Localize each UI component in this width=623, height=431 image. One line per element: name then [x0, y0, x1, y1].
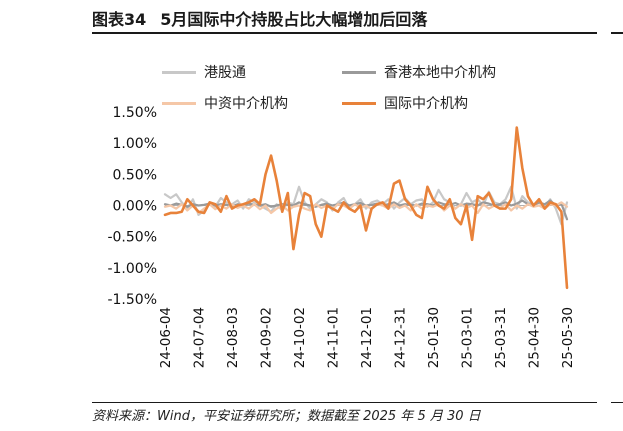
y-tick-label: -1.50% — [107, 292, 157, 308]
legend-swatch-0 — [162, 70, 196, 74]
x-tick-label: 24-09-02 — [259, 307, 275, 368]
legend-swatch-1 — [342, 70, 376, 74]
y-tick-label: 0.50% — [113, 167, 157, 183]
legend-label-1: 香港本地中介机构 — [384, 65, 496, 81]
x-tick-label: 25-04-30 — [527, 307, 543, 368]
next-figure-edge-source — [611, 402, 623, 425]
source-note: 资料来源：Wind，平安证券研究所；数据截至 2025 年 5 月 30 日 — [92, 402, 597, 424]
x-tick-label: 24-12-01 — [359, 307, 375, 368]
legend-swatch-2 — [162, 101, 196, 105]
series-line-3 — [163, 126, 569, 290]
y-tick-label: -1.00% — [107, 261, 157, 277]
x-tick-label: 25-05-30 — [560, 307, 576, 368]
y-axis-ticks: 1.50% 1.00% 0.50% 0.00% -0.50% -1.00% -1.50% — [107, 105, 157, 308]
legend-swatch-3 — [342, 101, 376, 105]
x-tick-label: 24-12-31 — [393, 307, 409, 368]
x-tick-label: 24-07-04 — [192, 307, 208, 368]
y-tick-label: 1.50% — [113, 105, 157, 121]
x-tick-label: 24-11-01 — [326, 307, 342, 368]
figure-number: 图表34 — [92, 10, 147, 29]
legend-item-2: 中资中介机构 — [162, 94, 288, 112]
next-figure-edge — [611, 6, 623, 34]
x-tick-label: 24-08-03 — [225, 307, 241, 368]
figure-title: 图表34 5月国际中介持股占比大幅增加后回落 — [92, 6, 597, 34]
y-tick-label: 0.00% — [113, 199, 157, 215]
x-tick-label: 25-01-30 — [426, 307, 442, 368]
legend-label-3: 国际中介机构 — [384, 96, 468, 112]
figure-title-text: 5月国际中介持股占比大幅增加后回落 — [160, 10, 428, 29]
legend-item-1: 香港本地中介机构 — [342, 63, 496, 81]
series-layer — [163, 126, 569, 290]
legend-item-3: 国际中介机构 — [342, 94, 468, 112]
legend-label-2: 中资中介机构 — [204, 96, 288, 112]
x-tick-label: 25-03-31 — [493, 307, 509, 368]
y-tick-label: -0.50% — [107, 230, 157, 246]
x-tick-label: 24-06-04 — [158, 307, 174, 368]
x-tick-label: 24-10-02 — [292, 307, 308, 368]
legend-label-0: 港股通 — [204, 65, 246, 81]
y-tick-label: 1.00% — [113, 136, 157, 152]
x-axis-ticks: 24-06-04 24-07-04 24-08-03 24-09-02 24-10-02… — [158, 307, 576, 368]
series-line-1 — [163, 199, 569, 221]
legend-item-0: 港股通 — [162, 63, 246, 81]
x-tick-label: 25-03-01 — [460, 307, 476, 368]
